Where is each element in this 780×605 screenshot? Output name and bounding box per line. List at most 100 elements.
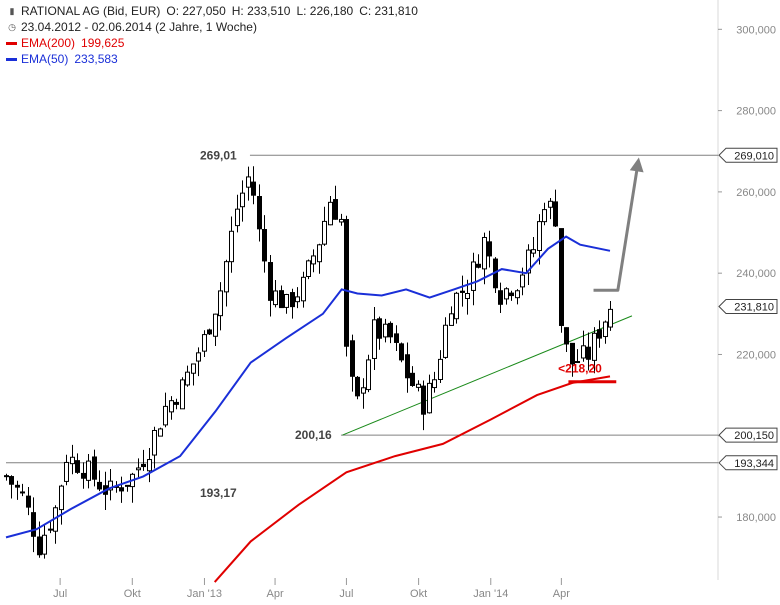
candle-down xyxy=(399,343,404,361)
x-tick-label: Jul xyxy=(53,588,67,600)
candle-up xyxy=(504,288,509,300)
tag-269[interactable] xyxy=(718,147,778,163)
candle-up xyxy=(229,230,234,263)
candle-down xyxy=(279,290,284,309)
candle-up xyxy=(454,292,459,320)
candle-up xyxy=(322,220,327,245)
candle-up xyxy=(59,485,64,511)
candle-up xyxy=(311,255,316,265)
candle-up xyxy=(224,261,229,293)
candle-up xyxy=(581,345,586,359)
candle-down xyxy=(586,346,591,360)
candle-down xyxy=(355,376,360,397)
last-price-tag[interactable] xyxy=(718,298,778,314)
candle-down xyxy=(15,484,20,488)
candle-up xyxy=(465,292,470,299)
y-tick-label: 220,000 xyxy=(736,349,776,361)
ema200-value: 199,625 xyxy=(81,36,125,50)
candle-up xyxy=(301,276,306,302)
ohlc-low: L: 226,180 xyxy=(296,4,354,18)
candle-up xyxy=(235,208,240,227)
ema50-label: EMA(50) xyxy=(21,52,69,66)
legend-period-row: ◷ 23.04.2012 - 02.06.2014 (2 Jahre, 1 Wo… xyxy=(6,19,418,35)
target-arrow xyxy=(593,161,640,292)
candle-down xyxy=(344,219,349,347)
candle-up xyxy=(592,332,597,361)
candle-down xyxy=(509,292,514,297)
candle-down xyxy=(9,476,14,485)
ema50-swatch xyxy=(6,57,17,61)
candle-up xyxy=(608,308,613,328)
legend-ema50-row[interactable]: EMA(50) 233,583 xyxy=(6,51,418,67)
candle-up xyxy=(520,274,525,288)
candle-up xyxy=(213,313,218,337)
x-tick-label: Jan '14 xyxy=(473,588,508,600)
x-tick-label: Okt xyxy=(410,588,427,600)
x-tick-label: Apr xyxy=(553,588,570,600)
candle-up xyxy=(449,313,454,326)
candle-down xyxy=(174,401,179,405)
candle-down xyxy=(257,196,262,230)
candle-up xyxy=(20,491,25,494)
candle-down xyxy=(26,495,31,508)
ohlc-close: C: 231,810 xyxy=(359,4,418,18)
target-arrowhead xyxy=(629,157,644,173)
legend-ema200-row[interactable]: EMA(200) 199,625 xyxy=(6,35,418,51)
candle-up xyxy=(531,249,536,254)
candle-up xyxy=(158,428,163,437)
candle-up xyxy=(471,261,476,291)
candle-down xyxy=(388,322,393,338)
ema200-swatch xyxy=(6,41,17,45)
candle-down xyxy=(487,241,492,257)
candle-down xyxy=(262,229,267,262)
y-tick-label: 260,000 xyxy=(736,187,776,199)
candle-up xyxy=(339,218,344,223)
tag-200[interactable] xyxy=(718,427,778,443)
clock-icon: ◷ xyxy=(8,22,16,32)
candle-up xyxy=(169,400,174,413)
candle-up xyxy=(438,358,443,380)
tag-193[interactable] xyxy=(718,455,778,471)
candle-up xyxy=(42,534,47,555)
candle-up xyxy=(185,371,190,386)
candle-up xyxy=(295,296,300,303)
candle-down xyxy=(207,329,212,335)
candle-up xyxy=(443,324,448,358)
y-tick-label: 300,000 xyxy=(736,24,776,36)
candle-down xyxy=(125,484,130,487)
candle-down xyxy=(268,262,273,301)
x-tick-label: Apr xyxy=(266,588,283,600)
candle-down xyxy=(476,263,481,268)
ohlc-high: H: 233,510 xyxy=(231,4,291,18)
candle-up xyxy=(526,249,531,274)
candle-down xyxy=(410,372,415,386)
candle-up xyxy=(64,461,69,482)
candle-up xyxy=(306,260,311,277)
candle-down xyxy=(553,201,558,227)
candle-up xyxy=(366,359,371,391)
last-price-tag-text: 231,810 xyxy=(734,301,774,313)
candle-down xyxy=(4,475,9,478)
y-tick-label: 180,000 xyxy=(736,512,776,524)
candle-up xyxy=(537,221,542,251)
candle-up xyxy=(196,352,201,362)
candle-up xyxy=(317,244,322,263)
candle-down xyxy=(75,460,80,473)
candle-up xyxy=(163,405,168,426)
candle-down xyxy=(119,487,124,492)
level-label-support: 193,17 xyxy=(200,486,237,500)
candle-up xyxy=(482,236,487,270)
candle-down xyxy=(31,512,36,537)
candle-down xyxy=(570,342,575,365)
candle-up xyxy=(152,429,157,456)
candle-down xyxy=(405,354,410,379)
candle-up xyxy=(191,363,196,374)
ema50-value: 233,583 xyxy=(74,52,118,66)
candle-down xyxy=(251,181,256,196)
candle-up xyxy=(70,456,75,465)
ema50-line xyxy=(5,235,611,539)
candle-up xyxy=(383,323,388,338)
y-tick-label: 280,000 xyxy=(736,106,776,118)
